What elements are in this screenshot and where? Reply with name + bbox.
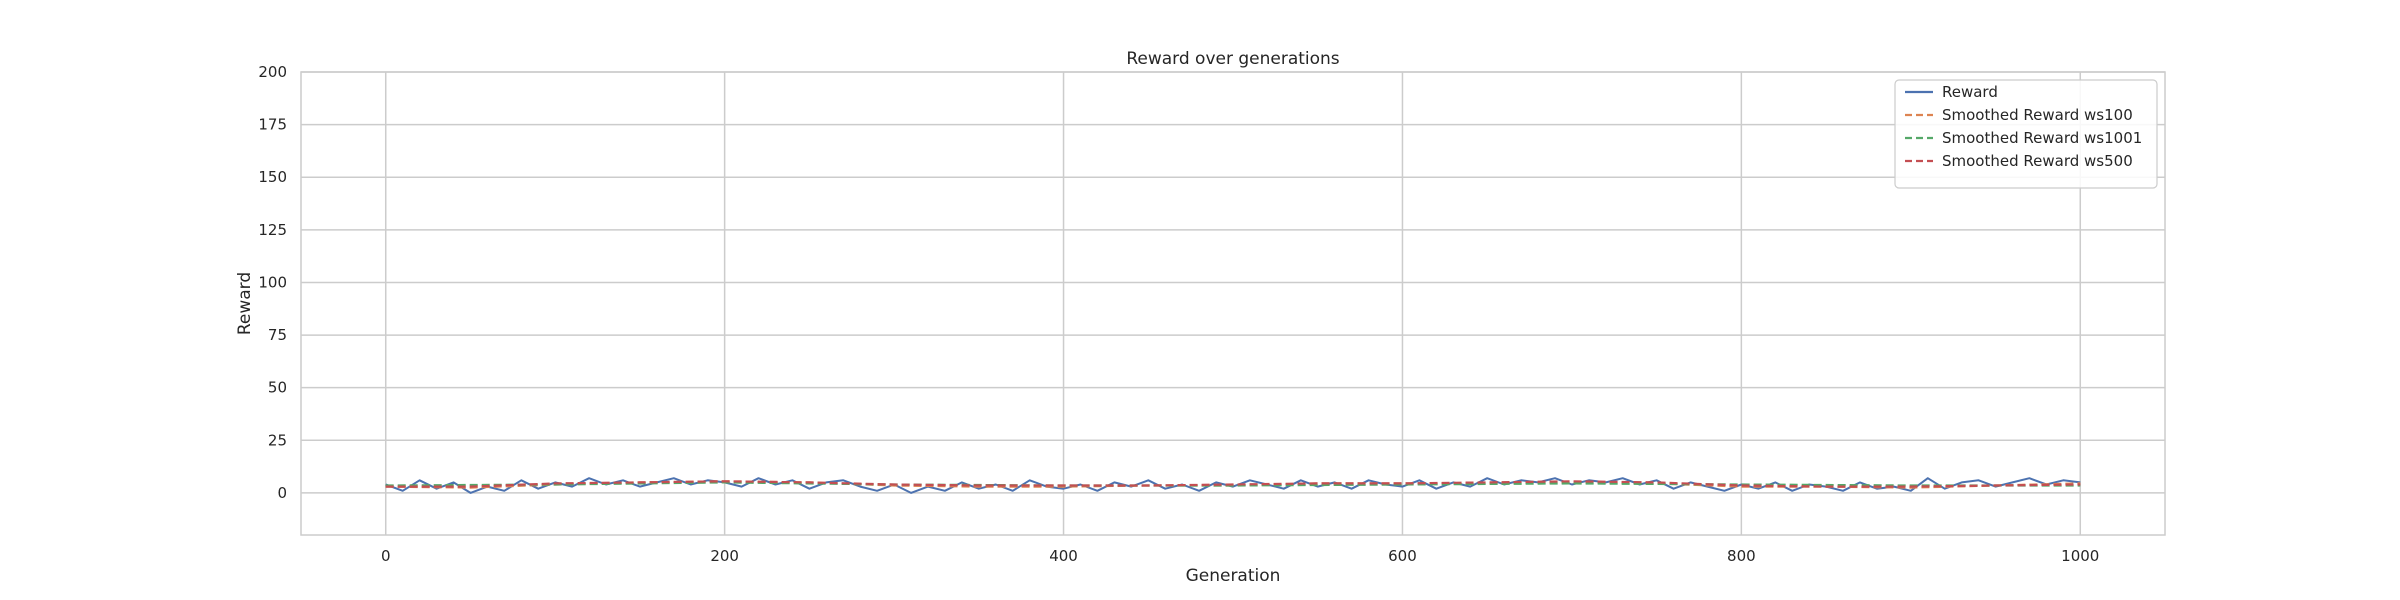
chart-title: Reward over generations <box>1126 49 1339 69</box>
y-tick-label: 100 <box>258 273 287 291</box>
y-tick-label: 75 <box>268 326 287 344</box>
y-axis-title: Reward <box>235 272 255 335</box>
legend: Reward Smoothed Reward ws100 Smoothed Rewa… <box>1894 79 2158 189</box>
y-tick-label: 50 <box>268 379 287 397</box>
legend-label: Reward <box>1942 83 1998 101</box>
legend-box <box>1894 79 2158 189</box>
y-tick-label: 200 <box>258 63 287 81</box>
y-tick-label: 150 <box>258 168 287 186</box>
x-tick-label: 400 <box>1049 547 1078 565</box>
series-layer <box>385 477 2081 494</box>
y-tick-label: 175 <box>258 116 287 134</box>
y-tick-label: 0 <box>277 484 287 502</box>
legend-label: Smoothed Reward ws500 <box>1942 152 2133 170</box>
tick-labels: 0 200 400 600 800 1000 0 25 50 75 100 125 150 175 200 <box>258 63 2099 565</box>
x-axis-title: Generation <box>1186 566 1281 586</box>
legend-label: Smoothed Reward ws1001 <box>1942 129 2142 147</box>
y-tick-label: 25 <box>268 431 287 449</box>
x-tick-label: 200 <box>710 547 739 565</box>
y-tick-label: 125 <box>258 221 287 239</box>
series-line-3 <box>385 480 2081 488</box>
x-tick-label: 1000 <box>2061 547 2099 565</box>
x-tick-label: 0 <box>381 547 391 565</box>
x-tick-label: 600 <box>1388 547 1417 565</box>
plot-frame <box>300 71 2166 536</box>
x-tick-label: 800 <box>1727 547 1756 565</box>
plot-area <box>301 72 2165 535</box>
legend-label: Smoothed Reward ws100 <box>1942 106 2133 124</box>
